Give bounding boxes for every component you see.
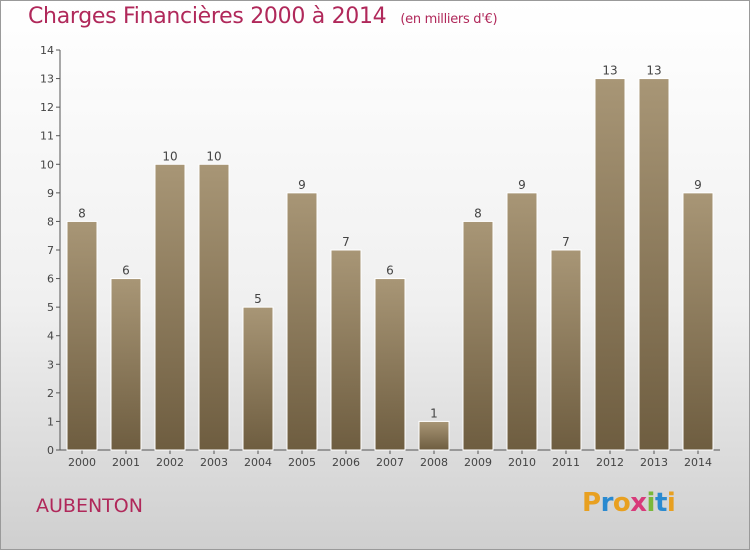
x-tick-label: 2010 [508, 456, 536, 469]
y-tick-label: 11 [40, 130, 54, 143]
x-tick-label: 2007 [376, 456, 404, 469]
proxiti-logo: Proxiti [582, 488, 676, 518]
y-tick-label: 5 [47, 301, 54, 314]
x-tick-label: 2011 [552, 456, 580, 469]
x-tick-label: 2004 [244, 456, 272, 469]
bar-2003 [198, 163, 230, 451]
bar-2007 [374, 278, 406, 451]
logo-letter: i [646, 488, 656, 518]
data-label: 10 [206, 149, 221, 163]
y-tick-label: 10 [40, 158, 54, 171]
y-tick-label: 3 [47, 358, 54, 371]
x-tick-label: 2000 [68, 456, 96, 469]
y-tick-label: 4 [47, 330, 54, 343]
bar-2014 [682, 192, 714, 451]
data-label: 9 [298, 178, 306, 192]
logo-letter: i [666, 488, 676, 518]
bar-2012 [594, 78, 626, 451]
bar-2013 [638, 78, 670, 451]
logo-letter: r [600, 488, 614, 518]
data-label: 1 [430, 406, 438, 420]
logo-letter: x [630, 488, 647, 518]
data-label: 13 [602, 64, 617, 78]
y-tick-label: 8 [47, 215, 54, 228]
bar-2011 [550, 249, 582, 451]
chart-title: Charges Financières 2000 à 2014 (en milli… [28, 4, 498, 29]
labels: 2000 8 2001 6 2002 10 2003 10 2004 5 2005 9 2006 7 200… [68, 64, 712, 469]
data-label: 9 [518, 178, 526, 192]
data-label: 8 [474, 206, 482, 220]
y-tick-label: 6 [47, 273, 54, 286]
y-tick-label: 2 [47, 387, 54, 400]
bar-2005 [286, 192, 318, 451]
logo-letter: o [612, 488, 631, 518]
x-tick-label: 2006 [332, 456, 360, 469]
chart-unit: (en milliers d'€) [400, 12, 498, 27]
data-label: 13 [646, 64, 661, 78]
x-tick-label: 2014 [684, 456, 712, 469]
chart-title-text: Charges Financières 2000 à 2014 [28, 4, 387, 29]
data-label: 10 [162, 149, 177, 163]
bar-2008 [418, 420, 450, 451]
y-tick-label: 13 [40, 73, 54, 86]
x-tick-label: 2012 [596, 456, 624, 469]
x-tick-label: 2005 [288, 456, 316, 469]
x-tick-label: 2009 [464, 456, 492, 469]
bar-2006 [330, 249, 362, 451]
bar-2002 [154, 163, 186, 451]
data-label: 6 [386, 264, 394, 278]
logo-letter: P [582, 488, 601, 518]
y-tick-label: 0 [47, 444, 54, 457]
bar-2010 [506, 192, 538, 451]
data-label: 8 [78, 206, 86, 220]
logo-letter: t [654, 488, 667, 518]
data-label: 7 [342, 235, 350, 249]
x-tick-label: 2001 [112, 456, 140, 469]
y-tick-label: 14 [40, 44, 54, 57]
data-label: 6 [122, 264, 130, 278]
x-tick-label: 2003 [200, 456, 228, 469]
y-tick-label: 12 [40, 101, 54, 114]
location-label: AUBENTON [36, 495, 143, 517]
bar-2001 [110, 278, 142, 451]
x-tick-label: 2002 [156, 456, 184, 469]
x-tick-label: 2008 [420, 456, 448, 469]
data-label: 9 [694, 178, 702, 192]
x-tick-label: 2013 [640, 456, 668, 469]
y-tick-label: 9 [47, 187, 54, 200]
data-label: 7 [562, 235, 570, 249]
bar-2000 [66, 220, 98, 451]
data-label: 5 [254, 292, 262, 306]
y-tick-label: 1 [47, 415, 54, 428]
bar-2009 [462, 220, 494, 451]
y-tick-label: 7 [47, 244, 54, 257]
bar-2004 [242, 306, 274, 451]
bars [66, 78, 714, 451]
